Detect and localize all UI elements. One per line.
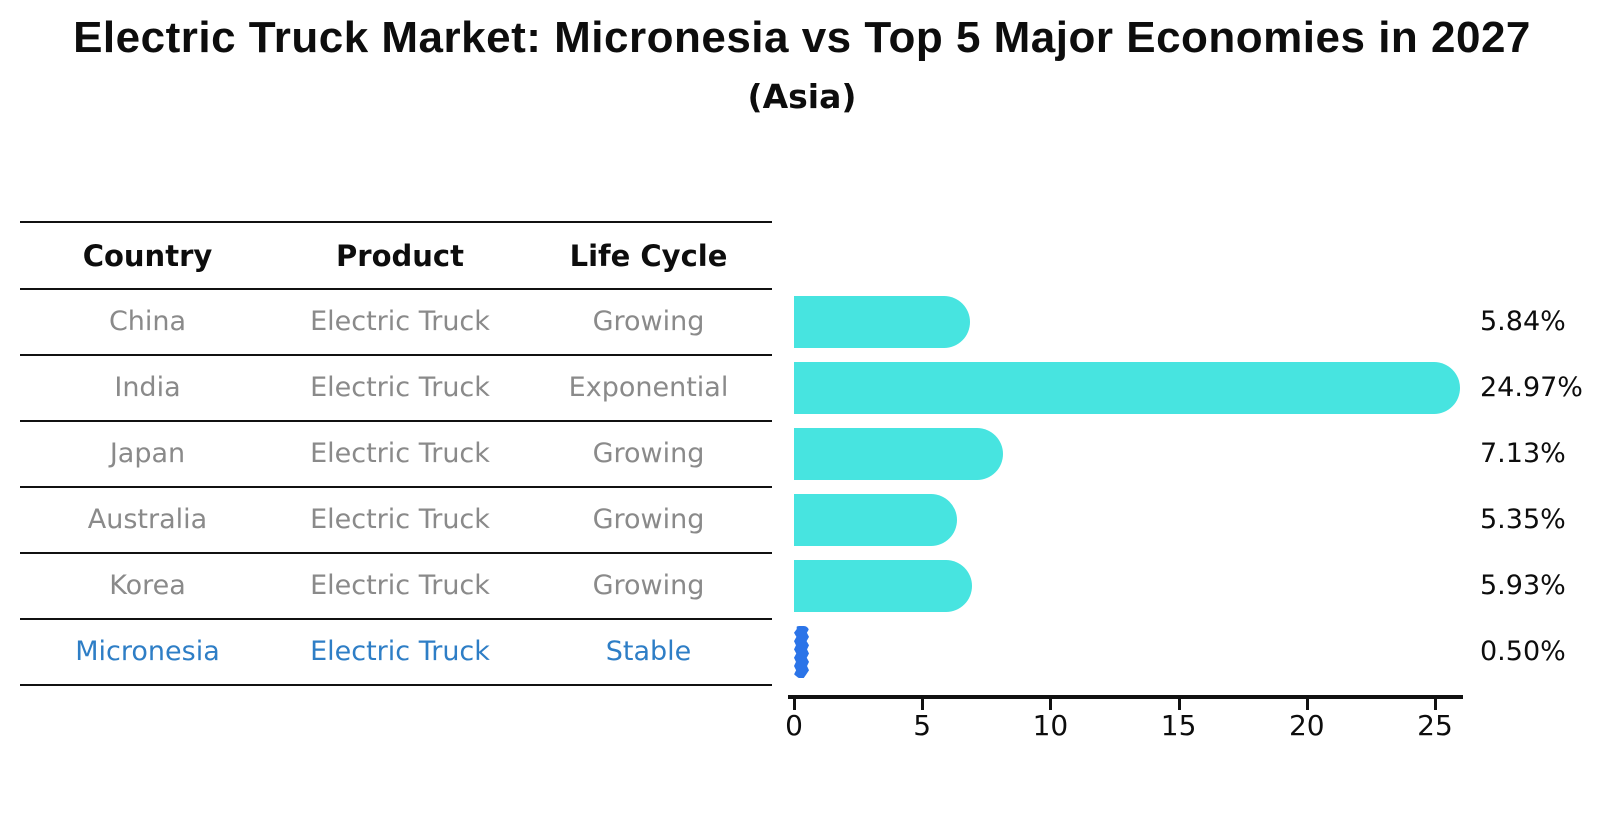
bar-highlight-micronesia: [794, 626, 809, 678]
x-axis-tick-label: 20: [1288, 709, 1325, 742]
x-axis-tick-mark: [1177, 699, 1181, 710]
product-cell: Electric Truck: [310, 636, 490, 667]
x-axis-tick-mark: [793, 699, 796, 710]
country-cell: China: [108, 306, 187, 337]
product-cell: Electric Truck: [310, 570, 490, 601]
bar-australia: [794, 494, 957, 546]
bar-korea: [794, 560, 972, 612]
table-rule-line: [20, 552, 772, 554]
table-header-country: Country: [82, 238, 213, 273]
x-axis-line: [788, 695, 1463, 699]
table-rule-line: [20, 684, 772, 686]
table-rule-line: [20, 618, 772, 620]
table-rule-line: [20, 288, 772, 290]
lifecycle-cell: Stable: [605, 636, 692, 667]
table-rule-line: [20, 354, 772, 356]
x-axis-tick-mark: [1049, 699, 1053, 710]
lifecycle-cell: Growing: [592, 570, 705, 601]
x-axis-tick-label: 5: [913, 709, 932, 742]
table-rule-line: [20, 420, 772, 422]
table-row: China Electric Truck Growing: [20, 289, 772, 355]
table-rule-line: [20, 221, 772, 223]
table-row: Korea Electric Truck Growing: [20, 553, 772, 619]
bar-india: [794, 362, 1460, 414]
chart-title: Electric Truck Market: Micronesia vs Top…: [73, 13, 1531, 62]
table-row: India Electric Truck Exponential: [20, 355, 772, 421]
table-row: Australia Electric Truck Growing: [20, 487, 772, 553]
bar-japan: [794, 428, 1003, 480]
table-header-row: Country Product Life Cycle: [20, 222, 772, 289]
country-cell: Micronesia: [75, 636, 220, 667]
bar-value-label: 24.97%: [1480, 372, 1583, 403]
lifecycle-cell: Growing: [592, 438, 705, 469]
lifecycle-cell: Growing: [592, 504, 705, 535]
x-axis-tick-mark: [921, 699, 925, 710]
x-axis-tick-label: 15: [1160, 709, 1197, 742]
lifecycle-cell: Exponential: [568, 372, 729, 403]
table-row: Micronesia Electric Truck Stable: [20, 619, 772, 685]
country-cell: Japan: [109, 438, 186, 469]
country-cell: India: [114, 372, 181, 403]
product-cell: Electric Truck: [310, 306, 490, 337]
bar-china: [794, 296, 970, 348]
table-header-product: Product: [336, 238, 464, 273]
bar-value-label: 5.35%: [1480, 504, 1566, 535]
bar-value-label: 0.50%: [1480, 636, 1566, 667]
x-axis-tick-label: 0: [785, 709, 803, 742]
x-axis-tick-label: 10: [1032, 709, 1069, 742]
country-cell: Korea: [109, 570, 186, 601]
country-cell: Australia: [87, 504, 208, 535]
bar-value-label: 7.13%: [1480, 438, 1566, 469]
lifecycle-cell: Growing: [592, 306, 705, 337]
table-header-lifecycle: Life Cycle: [569, 238, 728, 273]
product-cell: Electric Truck: [310, 438, 490, 469]
bar-value-label: 5.93%: [1480, 570, 1566, 601]
x-axis-tick-mark: [1434, 699, 1437, 710]
bar-value-label: 5.84%: [1480, 306, 1566, 337]
x-axis-tick-label: 25: [1417, 709, 1453, 742]
product-cell: Electric Truck: [310, 504, 490, 535]
chart-subtitle: (Asia): [747, 77, 857, 116]
table-rule-line: [20, 486, 772, 488]
table-row: Japan Electric Truck Growing: [20, 421, 772, 487]
x-axis-tick-mark: [1305, 699, 1309, 710]
product-cell: Electric Truck: [310, 372, 490, 403]
